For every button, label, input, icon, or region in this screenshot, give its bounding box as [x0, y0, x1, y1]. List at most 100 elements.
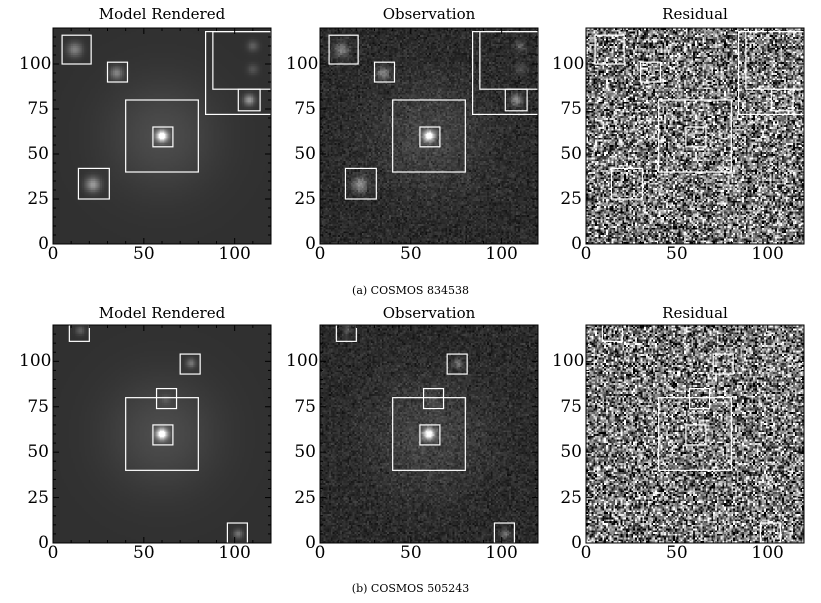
panel-title: Residual: [662, 5, 728, 23]
source-box: [152, 126, 174, 148]
source-box: [759, 522, 781, 544]
panel-image: [53, 325, 271, 543]
panel-title: Observation: [382, 5, 476, 23]
y-tick-label: 50: [560, 144, 582, 164]
source-box: [446, 353, 468, 375]
source-box: [685, 424, 707, 446]
x-tick-label: 0: [47, 244, 59, 264]
y-tick-label: 50: [27, 144, 49, 164]
source-box: [493, 522, 515, 544]
y-tick-label: 25: [294, 189, 316, 209]
source-box: [125, 99, 199, 173]
x-tick-label: 50: [400, 543, 422, 563]
x-tick-label: 100: [485, 543, 518, 563]
x-tick-label: 0: [580, 244, 592, 264]
source-box: [125, 397, 199, 471]
source-box: [594, 34, 625, 65]
y-tick-label: 100: [552, 351, 585, 372]
y-tick-label: 75: [294, 99, 316, 119]
source-box: [226, 522, 248, 544]
y-tick-label: 25: [294, 487, 316, 508]
y-tick-label: 100: [286, 54, 319, 74]
y-tick-label: 50: [560, 442, 582, 463]
source-box: [745, 30, 805, 90]
source-box: [688, 387, 711, 410]
panel-title: Observation: [382, 304, 476, 322]
x-tick-label: 100: [751, 543, 784, 563]
x-tick-label: 0: [580, 543, 592, 563]
x-tick-label: 50: [666, 244, 688, 264]
y-tick-label: 100: [286, 351, 319, 372]
y-tick-label: 50: [294, 144, 316, 164]
panel-overlay: [52, 324, 272, 544]
y-tick-label: 75: [294, 396, 316, 417]
source-box: [212, 30, 272, 90]
source-box: [392, 99, 466, 173]
y-tick-label: 75: [560, 99, 582, 119]
x-tick-label: 50: [400, 244, 422, 264]
panel-title: Model Rendered: [98, 5, 226, 23]
x-tick-label: 50: [133, 543, 155, 563]
source-box: [422, 387, 445, 410]
source-box: [392, 397, 466, 471]
panel-overlay: [585, 27, 805, 245]
figure-caption: (a) COSMOS 834538: [352, 284, 469, 297]
source-box: [639, 61, 662, 83]
panel-title: Model Rendered: [98, 304, 226, 322]
source-box: [658, 99, 732, 173]
source-box: [237, 88, 261, 112]
source-box: [770, 88, 794, 112]
y-tick-label: 75: [27, 99, 49, 119]
panel-title: Residual: [662, 304, 728, 322]
x-tick-label: 0: [47, 543, 59, 563]
x-tick-label: 50: [666, 543, 688, 563]
source-box: [373, 61, 396, 83]
y-tick-label: 100: [552, 54, 585, 74]
source-box: [685, 126, 707, 148]
x-tick-label: 100: [485, 244, 518, 264]
source-box: [601, 324, 623, 342]
x-tick-label: 100: [751, 244, 784, 264]
panel-image: [320, 325, 538, 543]
axes-frame: [585, 324, 805, 544]
y-tick-label: 100: [19, 351, 52, 372]
source-box: [328, 34, 359, 65]
source-box: [106, 61, 129, 83]
y-tick-label: 0: [38, 234, 49, 254]
x-tick-label: 0: [314, 244, 326, 264]
source-box: [712, 353, 734, 375]
x-tick-label: 100: [218, 244, 251, 264]
source-box: [504, 88, 528, 112]
source-box: [155, 387, 178, 410]
y-tick-label: 0: [571, 533, 582, 553]
y-tick-label: 25: [27, 189, 49, 209]
source-box: [419, 126, 441, 148]
y-tick-label: 75: [560, 396, 582, 417]
axes-frame: [52, 324, 272, 544]
source-box: [344, 167, 377, 200]
x-tick-label: 100: [218, 543, 251, 563]
source-box: [479, 30, 539, 90]
source-box: [658, 397, 732, 471]
source-box: [179, 353, 201, 375]
source-box: [77, 167, 110, 200]
source-box: [335, 324, 357, 342]
y-tick-label: 0: [571, 234, 582, 254]
axes-frame: [585, 27, 805, 245]
panel-overlay: [585, 324, 805, 544]
axes-frame: [52, 27, 272, 245]
figure-caption: (b) COSMOS 505243: [351, 582, 470, 595]
y-tick-label: 50: [27, 442, 49, 463]
y-tick-label: 25: [560, 487, 582, 508]
y-tick-label: 75: [27, 396, 49, 417]
panel-overlay: [52, 27, 272, 245]
y-tick-label: 0: [305, 533, 316, 553]
y-tick-label: 25: [560, 189, 582, 209]
panel-image: [586, 325, 804, 543]
axes-frame: [319, 27, 539, 245]
source-box: [61, 34, 92, 65]
y-tick-label: 100: [19, 54, 52, 74]
panel-overlay: [319, 27, 539, 245]
source-box: [152, 424, 174, 446]
panel-overlay: [319, 324, 539, 544]
